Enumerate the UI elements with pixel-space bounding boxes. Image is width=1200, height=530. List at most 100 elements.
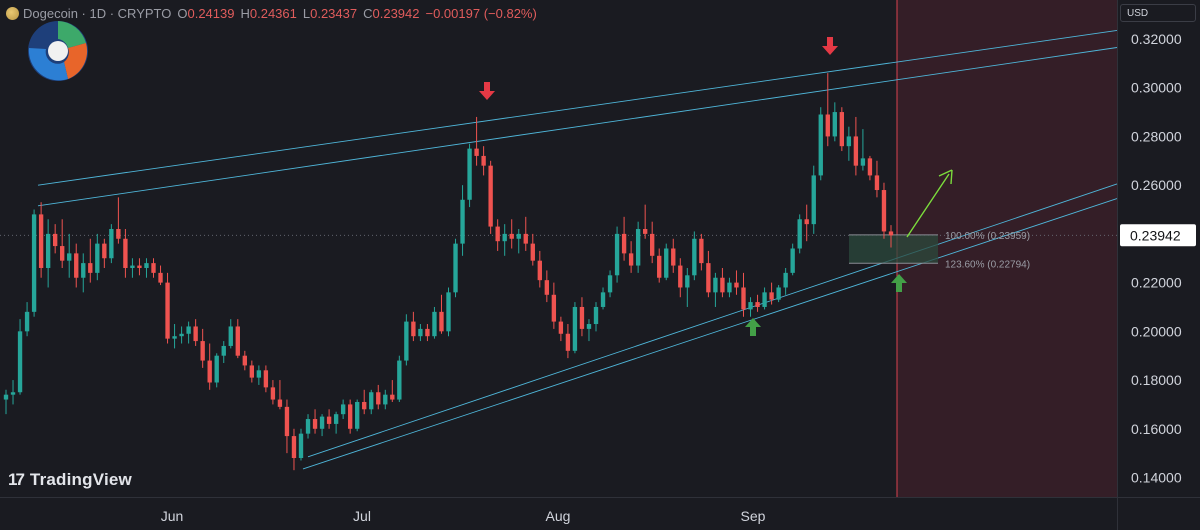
candle-up: [45, 233, 51, 268]
candle-up: [748, 302, 753, 310]
fib-label-0: 100.00% (0.23959): [945, 231, 1030, 242]
candle-down: [425, 328, 430, 337]
tradingview-logo-icon: 17: [8, 470, 25, 489]
candle-up: [692, 238, 697, 276]
lower-trendline-inner: [307, 183, 1118, 458]
candle-down: [242, 355, 247, 366]
close-label: C: [363, 5, 373, 21]
candle-down: [853, 136, 859, 166]
y-tick-label: 0.14000: [1131, 470, 1182, 486]
currency-selector[interactable]: USD: [1120, 4, 1196, 22]
candle-up: [305, 419, 311, 434]
y-tick-label: 0.18000: [1131, 372, 1182, 388]
candle-down: [755, 302, 760, 307]
candle-up: [586, 324, 592, 329]
candle-down: [544, 280, 550, 295]
candle-up: [572, 306, 578, 351]
candle-down: [102, 243, 107, 259]
candle-up: [727, 282, 732, 293]
down-arrow-sep-peak: [822, 37, 838, 55]
candle-up: [846, 136, 852, 147]
candle-up: [811, 175, 816, 225]
high-value: 0.24361: [249, 5, 297, 21]
candle-up: [776, 287, 781, 300]
candle-up: [453, 243, 458, 293]
candle-up: [179, 333, 184, 337]
candle-up: [614, 233, 620, 276]
symbol-header: Dogecoin · 1D · CRYPTO O 0.24139 H 0.24361…: [6, 4, 537, 22]
candle-down: [699, 238, 704, 264]
candle-up: [783, 272, 788, 288]
candle-down: [277, 399, 283, 407]
projection-arrow-line: [906, 173, 950, 238]
candle-up: [460, 199, 465, 244]
candle-up: [333, 414, 339, 424]
candle-up: [186, 326, 191, 334]
candle-down: [151, 263, 156, 273]
candle-up: [664, 248, 669, 278]
candle-down: [671, 248, 676, 266]
y-tick-label: 0.16000: [1131, 421, 1182, 437]
up-arrow-sep-low: [745, 318, 761, 336]
candle-up: [214, 355, 219, 383]
candle-up: [418, 328, 423, 337]
y-tick-label: 0.30000: [1131, 80, 1182, 96]
candle-down: [874, 175, 880, 191]
candle-down: [888, 231, 894, 236]
candle-up: [130, 265, 135, 268]
candle-up: [467, 148, 472, 200]
candle-down: [249, 365, 255, 378]
candle-down: [200, 341, 205, 361]
y-tick-label: 0.22000: [1131, 275, 1182, 291]
candle-down: [867, 158, 873, 176]
candle-up: [109, 229, 114, 259]
candle-down: [123, 238, 128, 268]
fib-label-1: 123.60% (0.22794): [945, 259, 1030, 270]
tradingview-wordmark: TradingView: [29, 470, 132, 489]
candle-up: [24, 311, 30, 332]
y-tick-label: 0.28000: [1131, 128, 1182, 144]
candle-down: [291, 436, 297, 459]
current-price-tag: [1120, 224, 1196, 247]
y-tick-label: 0.20000: [1131, 323, 1182, 339]
candle-up: [256, 370, 262, 378]
dogecoin-icon: [6, 6, 19, 20]
candle-down: [439, 311, 444, 332]
candle-up: [67, 253, 72, 261]
candle-down: [628, 253, 634, 266]
candle-up: [81, 263, 86, 278]
open-label: O: [177, 5, 188, 21]
candle-up: [221, 345, 226, 356]
candle-down: [678, 265, 683, 288]
candle-down: [326, 416, 332, 424]
candle-up: [144, 263, 149, 268]
candle-up: [340, 404, 346, 415]
candle-down: [60, 246, 65, 261]
candle-up: [860, 158, 866, 166]
candle-down: [88, 263, 93, 273]
candle-down: [734, 282, 739, 288]
candle-down: [193, 326, 198, 342]
candle-down: [720, 277, 725, 293]
change-value: −0.00197 (−0.82%): [425, 5, 537, 21]
candle-down: [657, 255, 662, 278]
x-tick-label: Aug: [546, 508, 571, 524]
candle-down: [706, 263, 711, 293]
tradingview-watermark: 17 TradingView: [8, 470, 132, 490]
candle-up: [818, 114, 823, 176]
candle-up: [432, 311, 437, 337]
candle-down: [881, 190, 887, 232]
candle-up: [832, 112, 837, 137]
y-tick-label: 0.26000: [1131, 177, 1182, 193]
projection-arrow-head: [938, 169, 953, 185]
candle-down: [579, 306, 585, 329]
upper-trendline-inner: [37, 47, 1118, 207]
candle-up: [369, 392, 374, 410]
candle-up: [172, 336, 177, 339]
candle-down: [488, 165, 493, 227]
candle-up: [319, 416, 325, 429]
candle-down: [558, 321, 564, 334]
candle-up: [502, 233, 507, 242]
candle-up: [355, 401, 360, 429]
